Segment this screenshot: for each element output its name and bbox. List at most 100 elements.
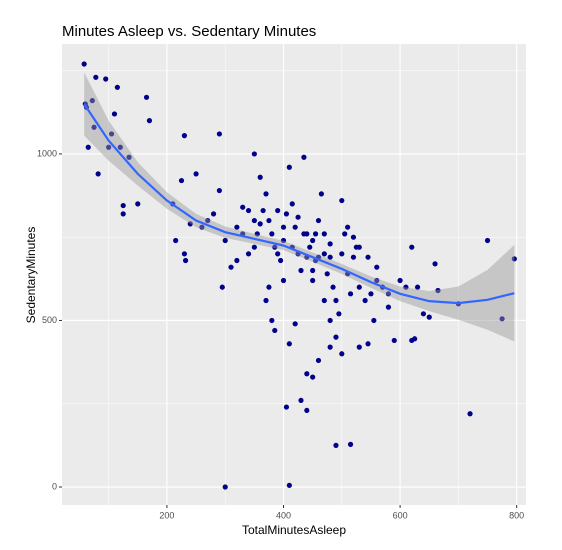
point bbox=[327, 241, 333, 247]
point bbox=[336, 311, 342, 317]
point bbox=[426, 314, 432, 320]
point bbox=[292, 321, 298, 327]
point bbox=[280, 224, 287, 230]
point bbox=[298, 397, 304, 404]
y-tick-label: 500 bbox=[42, 315, 57, 325]
point bbox=[93, 74, 99, 80]
y-tick-label: 0 bbox=[52, 481, 57, 491]
point bbox=[371, 317, 377, 324]
point bbox=[327, 317, 333, 324]
point bbox=[222, 237, 228, 244]
point bbox=[289, 201, 295, 207]
point bbox=[321, 231, 327, 237]
x-tick-label: 200 bbox=[159, 510, 174, 520]
point bbox=[234, 224, 240, 230]
point bbox=[310, 277, 316, 284]
point bbox=[301, 231, 307, 237]
point bbox=[187, 221, 193, 227]
point bbox=[345, 224, 351, 230]
point bbox=[365, 254, 371, 260]
point bbox=[347, 441, 354, 447]
x-axis-label: TotalMinutesAsleep bbox=[242, 523, 346, 537]
point bbox=[304, 407, 310, 414]
point bbox=[205, 217, 211, 224]
point bbox=[245, 207, 252, 214]
point bbox=[222, 484, 228, 490]
x-tick-label: 800 bbox=[509, 510, 524, 520]
point bbox=[143, 94, 150, 100]
point bbox=[330, 284, 336, 290]
point bbox=[310, 237, 316, 244]
point bbox=[318, 191, 324, 197]
point bbox=[216, 131, 222, 137]
point bbox=[178, 177, 185, 184]
point bbox=[298, 267, 304, 274]
point bbox=[266, 284, 272, 290]
point bbox=[283, 404, 290, 410]
point bbox=[321, 297, 327, 304]
point bbox=[321, 251, 327, 257]
point bbox=[275, 251, 281, 257]
point bbox=[266, 217, 272, 224]
point bbox=[103, 76, 109, 82]
point bbox=[263, 191, 269, 197]
point bbox=[254, 231, 260, 237]
point bbox=[333, 442, 339, 448]
point bbox=[327, 254, 333, 260]
point bbox=[286, 482, 292, 488]
point bbox=[374, 277, 380, 284]
point bbox=[181, 133, 188, 139]
panel bbox=[62, 44, 526, 505]
point bbox=[333, 297, 339, 304]
point bbox=[251, 244, 257, 250]
point bbox=[181, 251, 188, 257]
point bbox=[362, 297, 368, 304]
point bbox=[350, 254, 357, 260]
point bbox=[312, 231, 319, 237]
point bbox=[342, 231, 348, 237]
point bbox=[173, 237, 179, 244]
point bbox=[210, 211, 217, 217]
point bbox=[310, 374, 316, 380]
point bbox=[511, 256, 517, 262]
chart-title: Minutes Asleep vs. Sedentary Minutes bbox=[62, 23, 316, 40]
point bbox=[292, 224, 298, 230]
point bbox=[269, 231, 275, 237]
point bbox=[251, 217, 257, 224]
point bbox=[339, 197, 345, 204]
point bbox=[245, 251, 252, 257]
point bbox=[347, 291, 354, 297]
point bbox=[385, 291, 392, 297]
point bbox=[304, 371, 310, 377]
point bbox=[277, 257, 284, 264]
point bbox=[108, 131, 115, 137]
point bbox=[420, 311, 427, 317]
point bbox=[106, 144, 112, 150]
point bbox=[120, 202, 126, 209]
point bbox=[272, 244, 278, 250]
point bbox=[257, 174, 263, 180]
point bbox=[301, 154, 307, 160]
y-axis-label: SedentaryMinutes bbox=[24, 227, 38, 324]
point bbox=[269, 317, 275, 324]
point bbox=[414, 284, 421, 290]
point bbox=[315, 217, 322, 224]
point bbox=[350, 234, 357, 240]
point bbox=[403, 284, 409, 290]
point bbox=[91, 124, 97, 130]
point bbox=[374, 264, 380, 270]
point bbox=[263, 297, 269, 304]
point bbox=[111, 111, 118, 117]
confidence-band bbox=[84, 72, 515, 342]
point bbox=[126, 154, 132, 160]
point bbox=[275, 207, 281, 214]
point bbox=[412, 336, 418, 342]
smooth-line bbox=[83, 103, 515, 305]
x-tick-label: 600 bbox=[393, 510, 408, 520]
point bbox=[219, 284, 225, 290]
point bbox=[146, 118, 153, 124]
point bbox=[356, 244, 362, 250]
point bbox=[81, 61, 87, 67]
point bbox=[251, 151, 257, 157]
